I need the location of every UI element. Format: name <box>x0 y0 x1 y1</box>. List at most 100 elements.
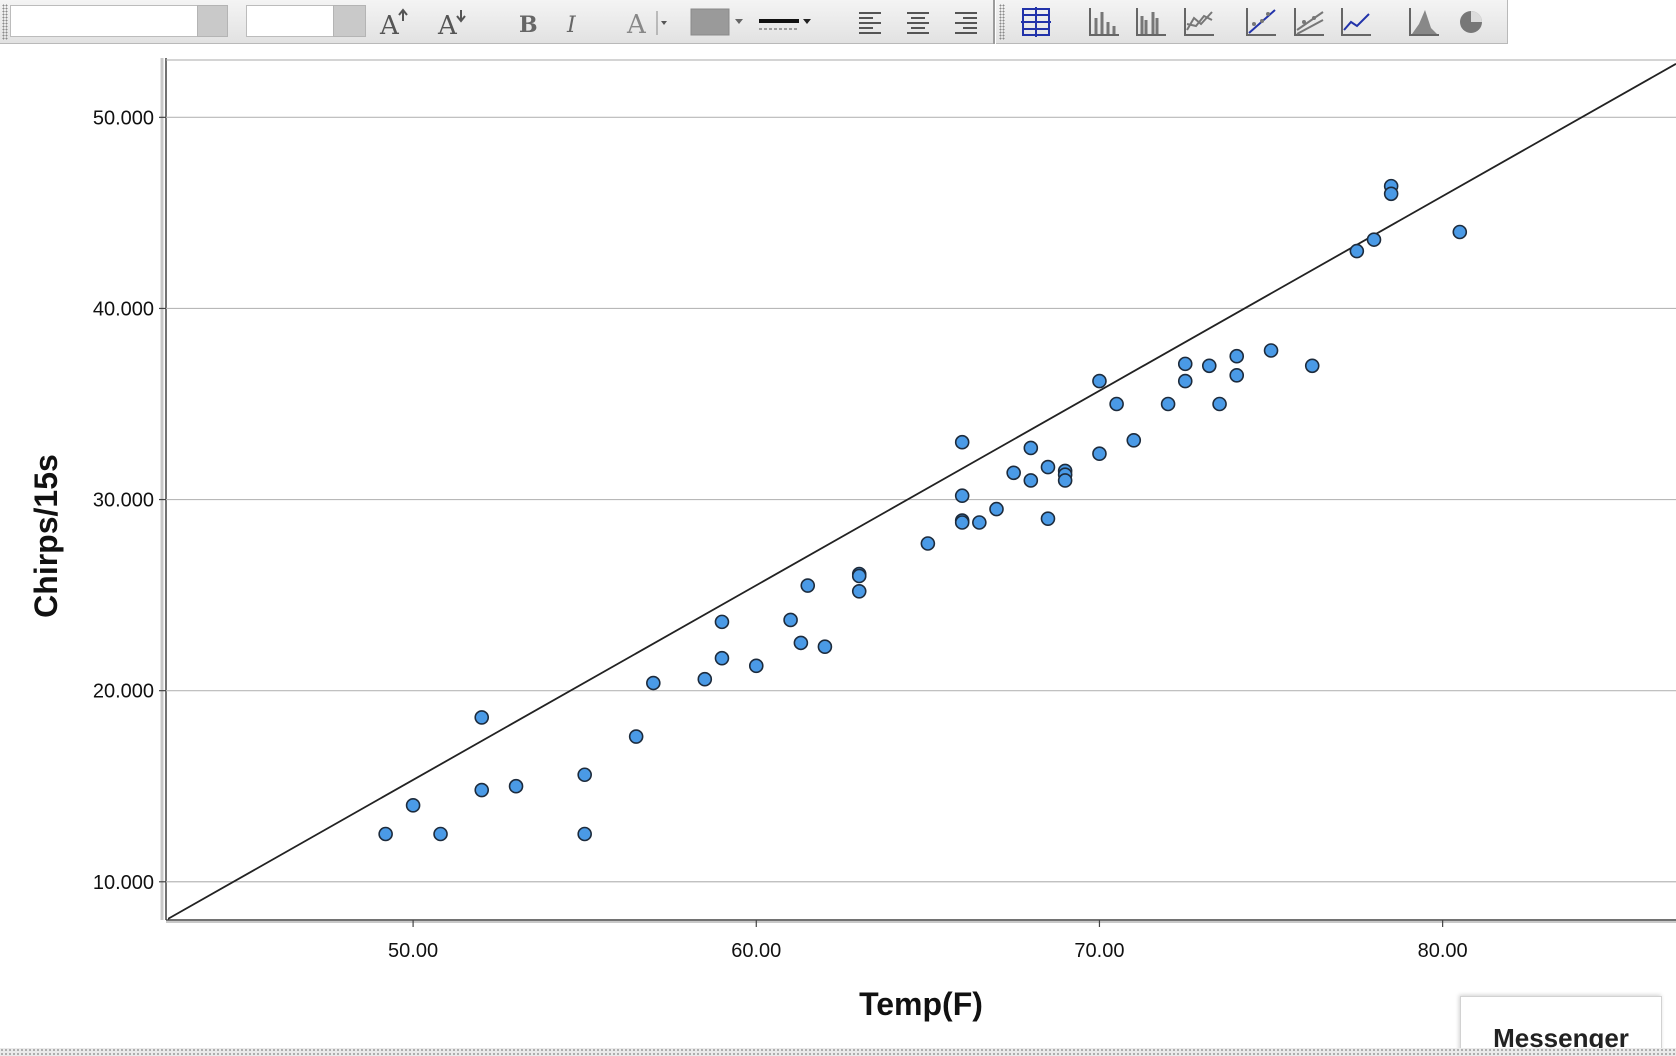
show-grid-button[interactable] <box>1017 4 1055 40</box>
interpolation-line-button[interactable] <box>1337 4 1375 40</box>
toolbar-grip-2[interactable] <box>999 4 1005 40</box>
y-tick-label-4: 50.000 <box>93 107 154 129</box>
x-tick-label-0: 50.00 <box>388 940 438 962</box>
data-point-53[interactable] <box>1452 224 1468 240</box>
data-point-11[interactable] <box>714 614 730 630</box>
line-chart-button[interactable] <box>1180 4 1218 40</box>
data-point-22[interactable] <box>954 434 970 450</box>
fit-line-subgroups-button[interactable] <box>1290 4 1328 40</box>
data-point-6[interactable] <box>577 767 592 783</box>
data-point-28[interactable] <box>1006 465 1021 481</box>
data-point-50[interactable] <box>1366 232 1382 247</box>
data-point-9[interactable] <box>646 675 661 691</box>
bar-chart-button[interactable] <box>1085 4 1123 40</box>
data-point-12[interactable] <box>714 650 730 666</box>
data-point-35[interactable] <box>1057 473 1073 488</box>
decrease-font-size-icon: A <box>437 10 466 37</box>
data-point-2[interactable] <box>433 826 448 842</box>
fit-line-total-button[interactable] <box>1242 4 1280 40</box>
data-point-4[interactable] <box>474 782 490 798</box>
data-point-21[interactable] <box>920 536 936 551</box>
data-point-10[interactable] <box>697 671 713 687</box>
bar-chart-icon <box>1089 8 1119 36</box>
data-point-38[interactable] <box>1109 396 1124 412</box>
x-tick-label-1: 60.00 <box>731 940 781 962</box>
data-point-0[interactable] <box>378 826 393 842</box>
data-point-3[interactable] <box>474 710 490 725</box>
data-point-17[interactable] <box>817 639 833 655</box>
data-point-49[interactable] <box>1349 243 1365 259</box>
x-axis-title[interactable]: Temp(F) <box>859 986 983 1022</box>
increase-font-size-button[interactable]: A <box>377 4 415 40</box>
bold-button[interactable]: B <box>508 4 546 40</box>
align-right-button[interactable] <box>947 4 985 40</box>
data-point-52[interactable] <box>1383 186 1399 202</box>
data-point-47[interactable] <box>1263 343 1279 358</box>
data-point-29[interactable] <box>1023 440 1039 456</box>
data-point-20[interactable] <box>851 583 867 599</box>
data-point-26[interactable] <box>972 515 987 530</box>
text-color-button[interactable]: A <box>624 4 672 40</box>
data-point-14[interactable] <box>783 612 798 628</box>
y-tick-label-3: 40.000 <box>93 298 154 320</box>
line-style-button[interactable] <box>756 4 818 40</box>
data-point-8[interactable] <box>628 729 644 744</box>
data-point-23[interactable] <box>954 488 970 504</box>
chart-editor-toolbar: A A B I A <box>0 0 1508 44</box>
area-chart-icon <box>1409 8 1439 36</box>
data-point-16[interactable] <box>800 578 816 593</box>
y-tick-label-2: 30.000 <box>93 490 154 512</box>
data-point-43[interactable] <box>1201 358 1217 374</box>
data-point-5[interactable] <box>508 778 524 794</box>
italic-button[interactable]: I <box>554 4 592 40</box>
fit-line[interactable] <box>166 63 1676 920</box>
data-point-42[interactable] <box>1177 373 1193 389</box>
svg-text:A: A <box>379 11 400 37</box>
data-point-39[interactable] <box>1126 433 1142 448</box>
align-right-icon <box>955 12 977 34</box>
data-point-1[interactable] <box>405 798 421 813</box>
data-point-41[interactable] <box>1177 356 1193 372</box>
data-point-7[interactable] <box>577 826 592 842</box>
data-point-44[interactable] <box>1212 396 1227 412</box>
increase-font-size-icon: A <box>379 8 408 37</box>
data-point-25[interactable] <box>954 515 970 530</box>
text-color-icon: A <box>626 10 667 37</box>
pie-chart-button[interactable] <box>1452 4 1490 40</box>
status-strip <box>0 1048 1676 1056</box>
y-axis-title[interactable]: Chirps/15s <box>28 454 64 618</box>
decrease-font-size-button[interactable]: A <box>435 4 473 40</box>
data-point-30[interactable] <box>1023 473 1039 488</box>
pie-chart-icon <box>1460 11 1482 33</box>
messenger-tab[interactable]: Messenger <box>1460 996 1662 1056</box>
align-center-button[interactable] <box>899 4 937 40</box>
y-tick-label-0: 10.000 <box>93 872 154 894</box>
data-point-32[interactable] <box>1040 511 1056 526</box>
data-point-27[interactable] <box>989 501 1004 517</box>
data-point-45[interactable] <box>1229 348 1245 364</box>
font-size-dropdown-button[interactable] <box>333 5 366 37</box>
data-point-19[interactable] <box>851 568 867 584</box>
data-point-13[interactable] <box>748 658 764 674</box>
data-point-36[interactable] <box>1092 373 1107 389</box>
font-name-field[interactable] <box>10 5 198 37</box>
bold-icon: B <box>519 12 538 37</box>
data-point-31[interactable] <box>1040 459 1056 475</box>
fill-color-button[interactable] <box>688 4 750 40</box>
data-point-40[interactable] <box>1160 396 1176 412</box>
data-point-37[interactable] <box>1092 446 1107 461</box>
line-style-icon <box>759 19 811 30</box>
data-point-15[interactable] <box>793 635 809 651</box>
toolbar-grip[interactable] <box>2 4 8 40</box>
toolbar-separator <box>993 0 996 44</box>
clustered-bar-chart-button[interactable] <box>1132 4 1170 40</box>
data-point-48[interactable] <box>1304 358 1320 374</box>
font-name-dropdown-button[interactable] <box>197 5 228 37</box>
font-size-field[interactable] <box>246 5 334 37</box>
align-left-button[interactable] <box>851 4 889 40</box>
svg-text:B: B <box>519 12 538 37</box>
area-chart-button[interactable] <box>1405 4 1443 40</box>
x-tick-label-2: 70.00 <box>1074 940 1124 962</box>
data-point-46[interactable] <box>1229 368 1245 383</box>
grid-lines-icon <box>1021 7 1051 37</box>
